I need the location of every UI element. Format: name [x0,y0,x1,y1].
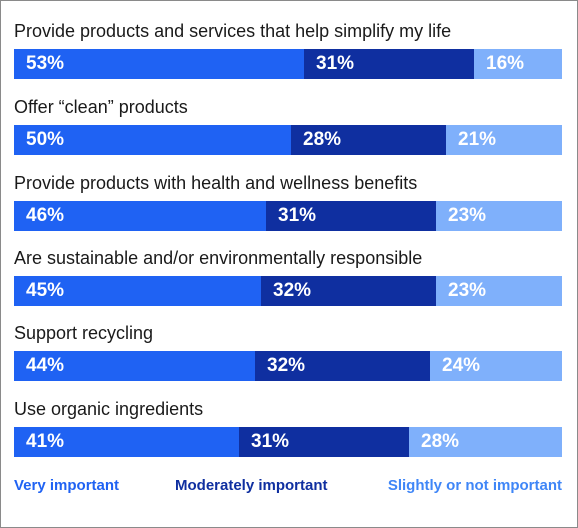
legend-item: Very important [14,477,120,494]
category-label: Support recycling [14,323,154,343]
stacked-bar: 45% 32% 23% [14,276,562,306]
category-label: Offer “clean” products [14,97,188,117]
data-label: 28% [303,129,342,150]
data-label: 21% [458,129,497,150]
slightly-important-segment: 28% [409,427,562,457]
data-label: 32% [267,355,306,376]
category-label: Use organic ingredients [14,399,204,419]
very-important-segment: 53% [14,49,304,79]
slightly-important-segment: 21% [446,125,562,155]
legend-item: Slightly or not important [387,477,562,494]
category-label: Provide products and services that help … [14,21,452,41]
data-label: 32% [273,280,312,301]
data-label: 24% [442,355,481,376]
legend-item: Moderately important [175,477,328,494]
category-label: Provide products with health and wellnes… [14,173,418,193]
slightly-important-segment: 24% [430,351,562,381]
slightly-important-segment: 23% [436,276,562,306]
moderately-important-segment: 32% [255,351,430,381]
very-important-segment: 50% [14,125,291,155]
data-label: 53% [26,53,65,74]
moderately-important-segment: 31% [239,427,409,457]
stacked-bar: 44% 32% 24% [14,351,562,381]
very-important-segment: 46% [14,201,266,231]
data-label: 23% [448,205,487,226]
very-important-segment: 41% [14,427,239,457]
moderately-important-segment: 28% [291,125,446,155]
very-important-segment: 44% [14,351,255,381]
stacked-bar: 46% 31% 23% [14,201,562,231]
data-label: 28% [421,431,460,452]
data-label: 16% [486,53,525,74]
very-important-segment: 45% [14,276,261,306]
data-label: 23% [448,280,487,301]
moderately-important-segment: 31% [304,49,474,79]
data-label: 31% [251,431,290,452]
slightly-important-segment: 23% [436,201,562,231]
data-label: 44% [26,355,65,376]
stacked-bar: 50% 28% 21% [14,125,562,155]
slightly-important-segment: 16% [474,49,562,79]
data-label: 31% [316,53,355,74]
data-label: 46% [26,205,65,226]
data-label: 45% [26,280,65,301]
category-label: Are sustainable and/or environmentally r… [14,248,423,268]
data-label: 31% [278,205,317,226]
moderately-important-segment: 31% [266,201,436,231]
data-label: 50% [26,129,65,150]
legend: Very important Moderately important Slight… [0,477,578,497]
stacked-bar: 53% 31% 16% [14,49,562,79]
stacked-bar: 41% 31% 28% [14,427,562,457]
data-label: 41% [26,431,65,452]
moderately-important-segment: 32% [261,276,436,306]
